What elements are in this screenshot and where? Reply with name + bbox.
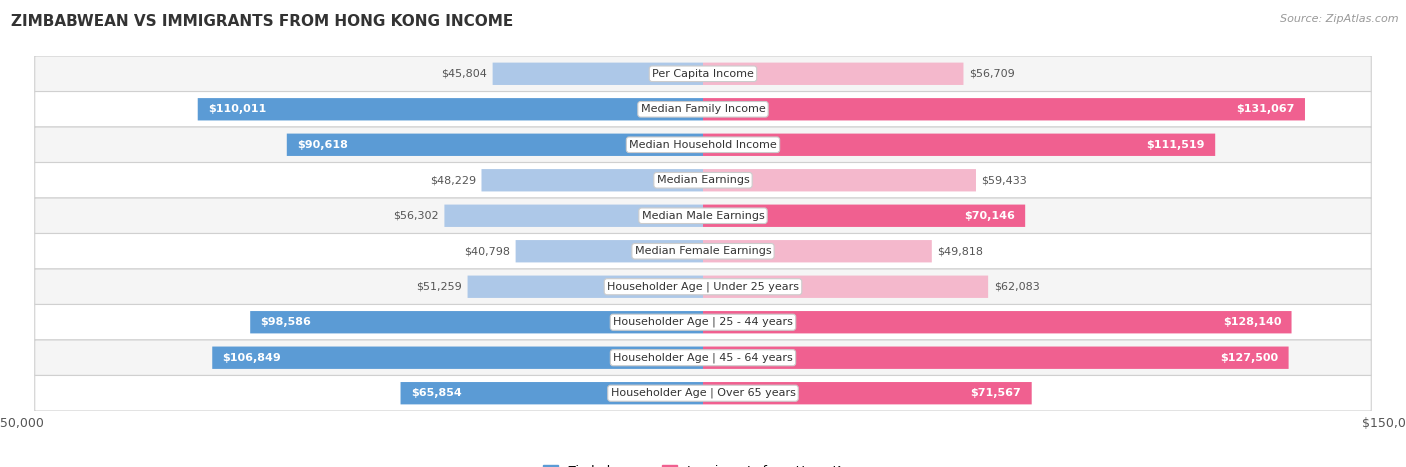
Text: Median Family Income: Median Family Income <box>641 104 765 114</box>
FancyBboxPatch shape <box>35 198 1371 234</box>
Text: $131,067: $131,067 <box>1236 104 1295 114</box>
Text: $98,586: $98,586 <box>260 317 311 327</box>
FancyBboxPatch shape <box>481 169 703 191</box>
Text: $106,849: $106,849 <box>222 353 281 363</box>
Text: ZIMBABWEAN VS IMMIGRANTS FROM HONG KONG INCOME: ZIMBABWEAN VS IMMIGRANTS FROM HONG KONG … <box>11 14 513 29</box>
Text: Per Capita Income: Per Capita Income <box>652 69 754 79</box>
FancyBboxPatch shape <box>703 169 976 191</box>
Text: $59,433: $59,433 <box>981 175 1028 185</box>
Text: Householder Age | Under 25 years: Householder Age | Under 25 years <box>607 282 799 292</box>
Text: $71,567: $71,567 <box>970 388 1021 398</box>
FancyBboxPatch shape <box>444 205 703 227</box>
Text: $110,011: $110,011 <box>208 104 266 114</box>
Text: $65,854: $65,854 <box>411 388 461 398</box>
Text: $56,709: $56,709 <box>969 69 1015 79</box>
FancyBboxPatch shape <box>703 134 1215 156</box>
Text: $70,146: $70,146 <box>965 211 1015 221</box>
Text: $51,259: $51,259 <box>416 282 463 292</box>
Text: $111,519: $111,519 <box>1146 140 1205 150</box>
FancyBboxPatch shape <box>35 375 1371 411</box>
Text: Householder Age | 45 - 64 years: Householder Age | 45 - 64 years <box>613 353 793 363</box>
FancyBboxPatch shape <box>703 205 1025 227</box>
Text: $56,302: $56,302 <box>394 211 439 221</box>
Text: $49,818: $49,818 <box>938 246 983 256</box>
FancyBboxPatch shape <box>198 98 703 120</box>
FancyBboxPatch shape <box>212 347 703 369</box>
Text: Median Female Earnings: Median Female Earnings <box>634 246 772 256</box>
FancyBboxPatch shape <box>703 311 1292 333</box>
FancyBboxPatch shape <box>35 269 1371 304</box>
FancyBboxPatch shape <box>516 240 703 262</box>
FancyBboxPatch shape <box>35 127 1371 163</box>
Legend: Zimbabwean, Immigrants from Hong Kong: Zimbabwean, Immigrants from Hong Kong <box>538 460 868 467</box>
Text: Median Male Earnings: Median Male Earnings <box>641 211 765 221</box>
Text: $62,083: $62,083 <box>994 282 1039 292</box>
Text: Median Household Income: Median Household Income <box>628 140 778 150</box>
Text: $127,500: $127,500 <box>1220 353 1278 363</box>
FancyBboxPatch shape <box>401 382 703 404</box>
Text: Median Earnings: Median Earnings <box>657 175 749 185</box>
Text: $128,140: $128,140 <box>1223 317 1281 327</box>
FancyBboxPatch shape <box>35 304 1371 340</box>
FancyBboxPatch shape <box>703 240 932 262</box>
FancyBboxPatch shape <box>35 163 1371 198</box>
FancyBboxPatch shape <box>250 311 703 333</box>
FancyBboxPatch shape <box>703 276 988 298</box>
Text: Householder Age | Over 65 years: Householder Age | Over 65 years <box>610 388 796 398</box>
FancyBboxPatch shape <box>703 382 1032 404</box>
FancyBboxPatch shape <box>703 63 963 85</box>
Text: Householder Age | 25 - 44 years: Householder Age | 25 - 44 years <box>613 317 793 327</box>
Text: $48,229: $48,229 <box>430 175 477 185</box>
Text: Source: ZipAtlas.com: Source: ZipAtlas.com <box>1281 14 1399 24</box>
FancyBboxPatch shape <box>35 56 1371 92</box>
Text: $40,798: $40,798 <box>464 246 510 256</box>
FancyBboxPatch shape <box>35 340 1371 375</box>
FancyBboxPatch shape <box>35 234 1371 269</box>
FancyBboxPatch shape <box>35 92 1371 127</box>
Text: $90,618: $90,618 <box>297 140 349 150</box>
Text: $45,804: $45,804 <box>441 69 486 79</box>
FancyBboxPatch shape <box>492 63 703 85</box>
FancyBboxPatch shape <box>703 347 1289 369</box>
FancyBboxPatch shape <box>287 134 703 156</box>
FancyBboxPatch shape <box>703 98 1305 120</box>
FancyBboxPatch shape <box>468 276 703 298</box>
